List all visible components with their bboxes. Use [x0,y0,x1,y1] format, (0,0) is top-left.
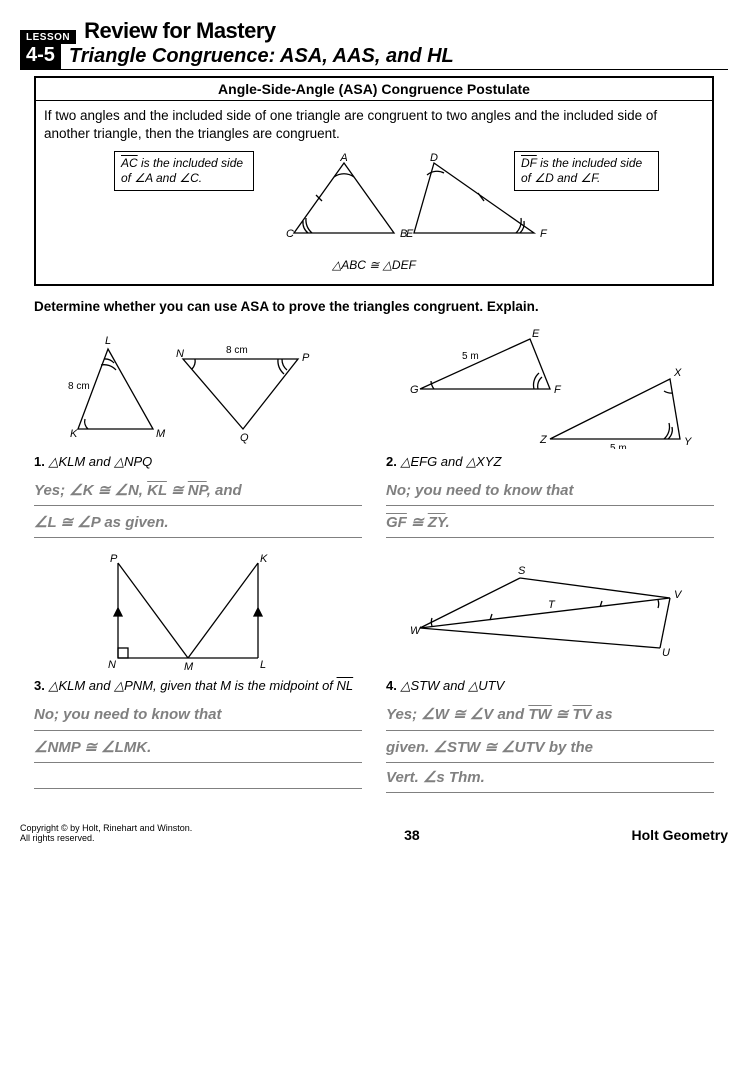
copyright-text: Copyright © by Holt, Rinehart and Winsto… [20,823,192,843]
svg-text:5 m: 5 m [610,443,627,449]
problem-3: P K N M L 3. △KLM and △PNM, given that M… [34,548,362,793]
svg-text:V: V [674,589,683,601]
svg-text:K: K [260,553,268,565]
svg-text:E: E [406,228,414,240]
page-header: LESSON Review for Mastery 4-5 Triangle C… [20,18,728,70]
svg-text:C: C [286,228,294,240]
svg-text:X: X [673,367,682,379]
svg-text:L: L [260,659,266,671]
callout-right: DF is the included side of ∠D and ∠F. [514,151,659,191]
svg-text:F: F [554,384,562,396]
problem-4-answer-line2: given. ∠STW ≅ ∠UTV by the [386,733,714,763]
problem-1-figure: L K M 8 cm N P Q 8 cm [68,329,328,449]
svg-text:K: K [70,428,78,440]
problem-4-answer-line3: Vert. ∠s Thm. [386,763,714,793]
postulate-box: Angle-Side-Angle (ASA) Congruence Postul… [34,76,714,286]
svg-text:W: W [410,625,422,637]
problem-1-answer-line1: Yes; ∠K ≅ ∠N, KL ≅ NP, and [34,476,362,506]
svg-text:S: S [518,565,526,577]
problem-4-answer-line1: Yes; ∠W ≅ ∠V and TW ≅ TV as [386,700,714,730]
svg-text:G: G [410,384,419,396]
svg-text:U: U [662,647,670,659]
congruence-statement: △ABC ≅ △DEF [44,257,704,273]
svg-text:Z: Z [539,434,548,446]
lesson-subtitle: Triangle Congruence: ASA, AAS, and HL [69,45,454,68]
page-footer: Copyright © by Holt, Rinehart and Winsto… [20,823,728,843]
blank-line [34,763,362,789]
svg-text:D: D [430,153,438,164]
svg-text:Q: Q [240,432,249,444]
svg-text:M: M [156,428,166,440]
problem-4: S V W U T 4. △STW and △UTV Yes; ∠W ≅ ∠V … [386,548,714,793]
svg-text:P: P [302,352,310,364]
svg-text:T: T [548,599,556,611]
problem-2-figure: E F G 5 m X Y Z 5 m [400,329,700,449]
svg-text:F: F [540,228,548,240]
svg-text:5 m: 5 m [462,351,479,362]
problem-3-answer-line1: No; you need to know that [34,700,362,730]
lesson-tag: LESSON [20,30,76,44]
problem-2-answer-line1: No; you need to know that [386,476,714,506]
lesson-number: 4-5 [20,44,61,69]
postulate-figure: AC is the included side of ∠A and ∠C. DF… [44,153,704,253]
svg-text:L: L [105,335,111,347]
svg-text:M: M [184,661,194,673]
svg-text:A: A [339,153,347,164]
brand-text: Holt Geometry [632,827,728,843]
problem-3-answer-line2: ∠NMP ≅ ∠LMK. [34,733,362,763]
svg-text:Y: Y [684,436,692,448]
problem-3-figure: P K N M L [98,548,298,678]
problem-1: L K M 8 cm N P Q 8 cm 1. △KLM and △NPQ Y… [34,324,362,539]
review-title: Review for Mastery [84,18,276,44]
problems-grid: L K M 8 cm N P Q 8 cm 1. △KLM and △NPQ Y… [34,324,714,793]
instruction-text: Determine whether you can use ASA to pro… [34,298,714,316]
problem-1-answer-line2: ∠L ≅ ∠P as given. [34,508,362,538]
svg-text:8 cm: 8 cm [68,381,90,392]
page-number: 38 [404,827,420,843]
postulate-text: If two angles and the included side of o… [44,107,704,143]
postulate-title: Angle-Side-Angle (ASA) Congruence Postul… [36,78,712,101]
svg-text:8 cm: 8 cm [226,345,248,356]
problem-2-answer-line2: GF ≅ ZY. [386,508,714,538]
callout-left: AC is the included side of ∠A and ∠C. [114,151,254,191]
svg-text:P: P [110,553,118,565]
problem-2: E F G 5 m X Y Z 5 m 2. △EFG and △XYZ No;… [386,324,714,539]
svg-text:N: N [108,659,116,671]
svg-text:N: N [176,348,184,360]
problem-4-figure: S V W U T [400,558,700,668]
svg-text:E: E [532,329,540,340]
